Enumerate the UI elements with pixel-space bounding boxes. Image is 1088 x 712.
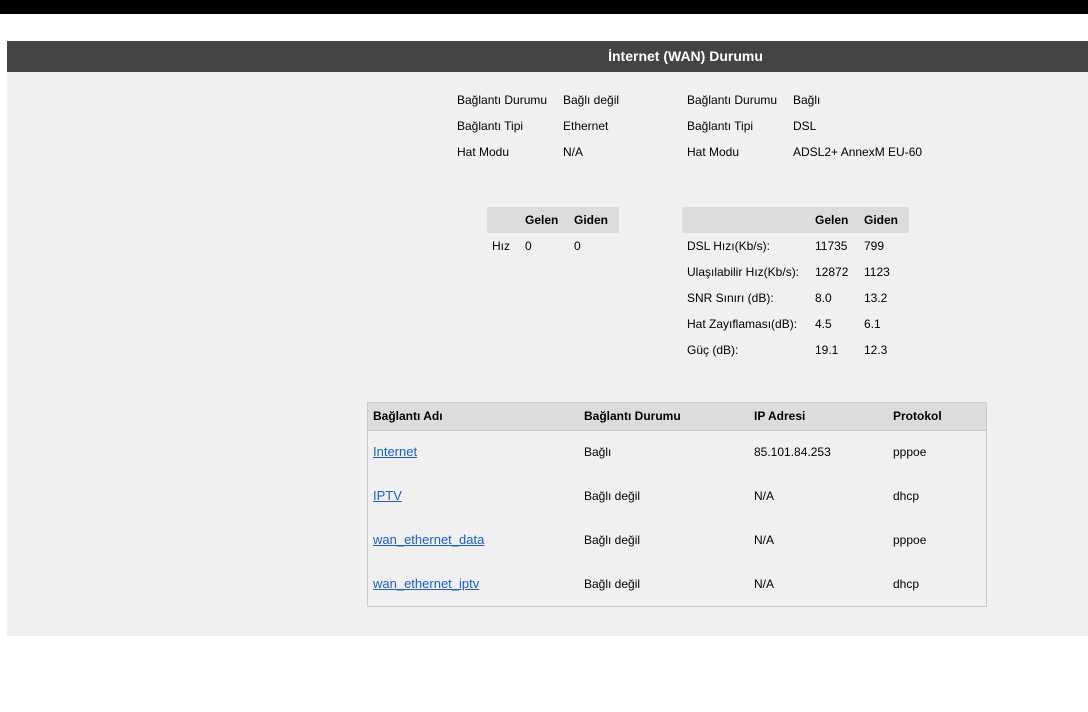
dsl-info-value: ADSL2+ AnnexM EU-60	[793, 145, 923, 159]
dsl-row-label: Hat Zayıflaması(dB):	[687, 317, 798, 331]
dsl-info-label: Bağlantı Tipi	[687, 119, 754, 133]
ethernet-info-value: N/A	[563, 145, 584, 159]
connection-status: Bağlı değil	[584, 489, 641, 503]
top-bar	[0, 0, 1088, 14]
ethernet-info-value: Bağlı değil	[563, 93, 620, 107]
dsl-row-in: 12872	[815, 265, 849, 279]
ethernet-info-label: Bağlantı Tipi	[457, 119, 524, 133]
speed-table-header	[487, 207, 619, 233]
connection-status: Bağlı değil	[584, 533, 641, 547]
speed-header-giden: Giden	[574, 213, 609, 227]
dsl-info-label: Bağlantı Durumu	[687, 93, 778, 107]
dsl-header-giden: Giden	[864, 213, 899, 227]
speed-row-label: Hız	[492, 239, 510, 253]
dsl-info-value: Bağlı	[793, 93, 821, 107]
connections-table-header	[368, 403, 986, 431]
content-panel	[7, 72, 1088, 636]
connection-ip: N/A	[754, 577, 775, 591]
dsl-info-value: DSL	[793, 119, 817, 133]
connections-header-status: Bağlantı Durumu	[584, 409, 681, 423]
connection-status: Bağlı değil	[584, 577, 641, 591]
dsl-row-in: 19.1	[815, 343, 839, 357]
dsl-info-label: Hat Modu	[687, 145, 740, 159]
dsl-row-in: 11735	[815, 239, 848, 253]
connections-header-protocol: Protokol	[893, 409, 942, 423]
ethernet-info-label: Hat Modu	[457, 145, 510, 159]
dsl-row-label: DSL Hızı(Kb/s):	[687, 239, 770, 253]
connection-protocol: dhcp	[893, 489, 920, 503]
ethernet-info-label: Bağlantı Durumu	[457, 93, 548, 107]
dsl-row-label: SNR Sınırı (dB):	[687, 291, 774, 305]
speed-row-out: 0	[574, 239, 581, 253]
speed-header-gelen: Gelen	[525, 213, 559, 227]
dsl-row-out: 12.3	[864, 343, 888, 357]
dsl-row-out: 1123	[864, 265, 890, 279]
connection-status: Bağlı	[584, 445, 612, 459]
connection-ip: 85.101.84.253	[754, 445, 831, 459]
dsl-row-out: 13.2	[864, 291, 888, 305]
connection-protocol: pppoe	[893, 445, 927, 459]
page-header: İnternet (WAN) Durumu	[7, 41, 1088, 72]
connection-name-link[interactable]: wan_ethernet_data	[373, 532, 485, 547]
dsl-row-label: Güç (dB):	[687, 343, 739, 357]
dsl-header-gelen: Gelen	[815, 213, 849, 227]
connection-name-link[interactable]: wan_ethernet_iptv	[373, 576, 480, 591]
dsl-row-label: Ulaşılabilir Hız(Kb/s):	[687, 265, 800, 279]
connection-ip: N/A	[754, 533, 775, 547]
dsl-row-out: 799	[864, 239, 885, 253]
connections-header-name: Bağlantı Adı	[373, 409, 443, 423]
dsl-row-out: 6.1	[864, 317, 881, 331]
connection-protocol: dhcp	[893, 577, 920, 591]
dsl-row-in: 4.5	[815, 317, 832, 331]
speed-row-in: 0	[525, 239, 532, 253]
connection-name-link[interactable]: Internet	[373, 444, 418, 459]
connection-ip: N/A	[754, 489, 775, 503]
ethernet-info-value: Ethernet	[563, 119, 609, 133]
page-title: İnternet (WAN) Durumu	[608, 48, 763, 64]
connections-table	[367, 402, 987, 607]
dsl-row-in: 8.0	[815, 291, 832, 305]
dsl-table-header	[682, 207, 909, 233]
connection-protocol: pppoe	[893, 533, 927, 547]
connections-header-ip: IP Adresi	[754, 409, 806, 423]
connection-name-link[interactable]: IPTV	[373, 488, 402, 503]
